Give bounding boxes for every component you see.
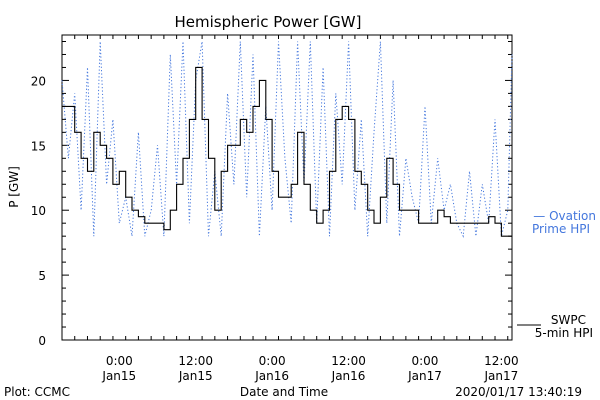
ovation-series-line	[61, 41, 513, 238]
chart-title: Hemispheric Power [GW]	[175, 13, 362, 31]
y-tick-labels: 0 5 10 15 20	[31, 74, 46, 348]
hpi-label-line-2: 5-min HPI	[535, 326, 593, 340]
plot-frame	[61, 34, 513, 341]
x-tick-date-label: Jan17	[483, 369, 518, 383]
y-tick-label: 0	[38, 334, 46, 348]
series-labels: — Ovation Prime HPI SWPC 5-min HPI	[517, 209, 596, 340]
hpi-series-layer	[62, 66, 512, 237]
x-tick-time-label: 0:00	[411, 354, 438, 368]
ovation-label-line-2: Prime HPI	[532, 222, 590, 236]
timestamp: 2020/01/17 13:40:19	[455, 385, 582, 399]
x-tick-date-label: Jan16	[254, 369, 289, 383]
axis-ticks	[61, 35, 512, 341]
plot-credit: Plot: CCMC	[4, 385, 70, 399]
x-tick-time-label: 12:00	[178, 354, 213, 368]
y-tick-label: 10	[31, 204, 46, 218]
x-tick-date-label: Jan17	[407, 369, 442, 383]
x-tick-date-label: Jan15	[178, 369, 213, 383]
y-tick-label: 20	[31, 74, 46, 88]
ovation-label-line-1: — Ovation	[533, 209, 596, 223]
y-tick-label: 15	[31, 139, 46, 153]
x-tick-date-label: Jan16	[331, 369, 366, 383]
hpi-label-line-1: SWPC	[551, 313, 586, 327]
x-tick-time-label: 0:00	[259, 354, 286, 368]
x-tick-labels: 0:00Jan1512:00Jan150:00Jan1612:00Jan160:…	[101, 354, 518, 383]
x-axis-title: Date and Time	[240, 385, 328, 399]
y-tick-label: 5	[38, 269, 46, 283]
hpi-series-line	[62, 66, 512, 237]
ovation-series-layer	[61, 41, 513, 238]
y-axis-title: P [GW]	[7, 166, 21, 208]
x-tick-time-label: 12:00	[484, 354, 519, 368]
x-tick-date-label: Jan15	[101, 369, 136, 383]
x-tick-time-label: 0:00	[106, 354, 133, 368]
x-tick-time-label: 12:00	[331, 354, 366, 368]
